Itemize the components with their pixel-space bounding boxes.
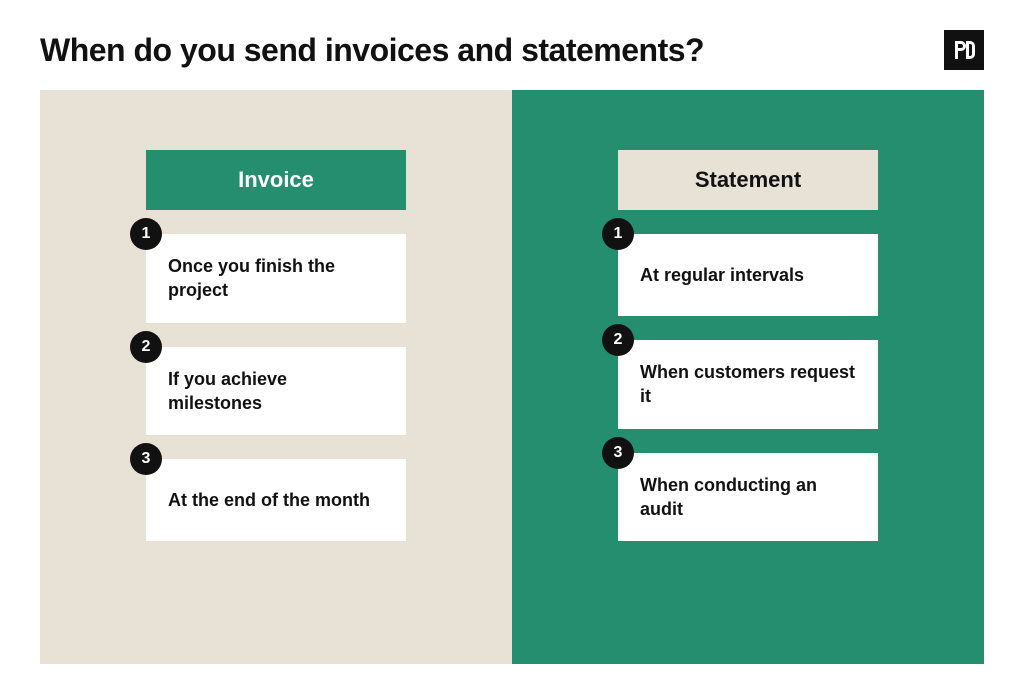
statement-header: Statement [618, 150, 878, 210]
list-item: 2 When customers request it [618, 340, 878, 429]
page-title: When do you send invoices and statements… [40, 32, 704, 69]
item-text: If you achieve milestones [168, 367, 384, 416]
item-number-badge: 2 [602, 324, 634, 356]
list-item: 1 At regular intervals [618, 234, 878, 316]
item-text: When conducting an audit [640, 473, 856, 522]
item-number-badge: 1 [130, 218, 162, 250]
statement-items: 1 At regular intervals 2 When customers … [618, 234, 878, 541]
list-item: 3 When conducting an audit [618, 453, 878, 542]
invoice-header: Invoice [146, 150, 406, 210]
invoice-items: 1 Once you finish the project 2 If you a… [146, 234, 406, 541]
statement-column: Statement 1 At regular intervals 2 When … [512, 90, 984, 664]
item-text: At the end of the month [168, 488, 370, 512]
brand-logo [944, 30, 984, 70]
item-number-badge: 3 [130, 443, 162, 475]
item-number-badge: 2 [130, 331, 162, 363]
pd-logo-icon [952, 38, 976, 62]
list-item: 1 Once you finish the project [146, 234, 406, 323]
list-item: 2 If you achieve milestones [146, 347, 406, 436]
item-text: Once you finish the project [168, 254, 384, 303]
comparison-columns: Invoice 1 Once you finish the project 2 … [40, 90, 984, 664]
item-number-badge: 1 [602, 218, 634, 250]
list-item: 3 At the end of the month [146, 459, 406, 541]
item-text: At regular intervals [640, 263, 804, 287]
item-text: When customers request it [640, 360, 856, 409]
invoice-column: Invoice 1 Once you finish the project 2 … [40, 90, 512, 664]
item-number-badge: 3 [602, 437, 634, 469]
